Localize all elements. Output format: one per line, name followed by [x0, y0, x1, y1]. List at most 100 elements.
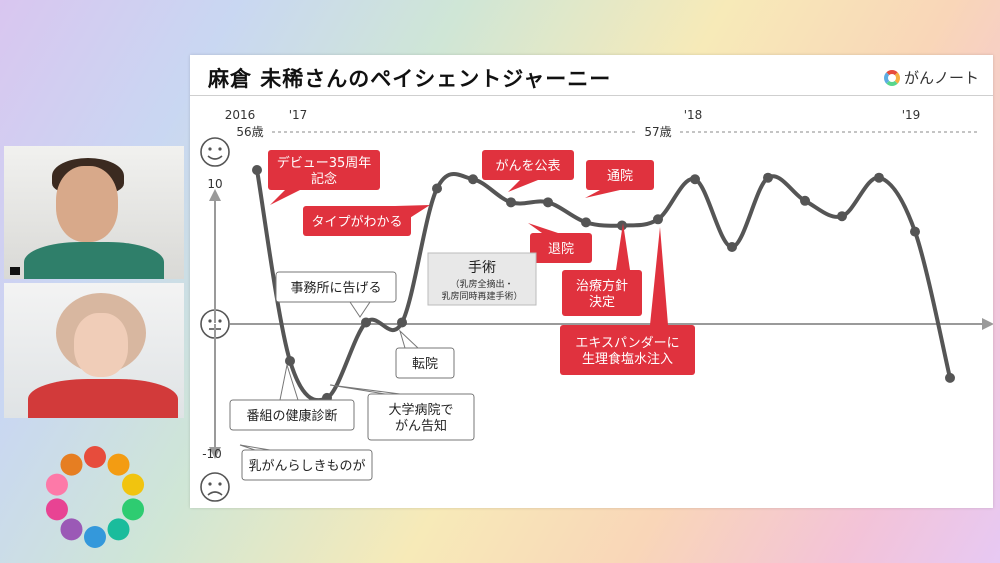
annotation-subtext: 乳房同時再建手術） — [441, 290, 522, 302]
annotation-box — [303, 206, 411, 236]
data-point-10 — [617, 220, 627, 231]
data-point-13 — [727, 242, 737, 252]
annotation-text: 乳がんらしきものが — [248, 459, 365, 474]
annotation-text: 決定 — [589, 295, 615, 310]
ring-dot — [107, 518, 130, 541]
data-point-19 — [945, 372, 955, 383]
annotation-pointer — [279, 364, 299, 401]
annotation-box — [482, 150, 574, 180]
annotation-text: 転院 — [412, 357, 438, 372]
annotation-box-fill — [397, 349, 453, 377]
ring-dot — [122, 498, 145, 521]
x-tick-2016: 2016 — [225, 108, 256, 122]
data-point-1 — [285, 355, 295, 366]
annotation-text: がん告知 — [395, 418, 447, 434]
annotation-text: タイプがわかる — [311, 215, 402, 230]
annotation-4: 退院 — [528, 223, 592, 263]
data-point-3 — [361, 317, 371, 328]
annotation-text: 退院 — [548, 242, 574, 257]
slide: 麻倉 未稀さんのペイシェントジャーニー がんノート — [190, 55, 993, 508]
x-tick-18: '18 — [684, 108, 703, 122]
slide-title: 麻倉 未稀さんのペイシェントジャーニー — [208, 67, 612, 91]
ring-dot — [60, 518, 83, 541]
data-point-14 — [763, 172, 773, 183]
annotation-pointer — [270, 190, 300, 205]
data-point-0 — [252, 165, 262, 175]
annotation-box — [427, 252, 537, 306]
ring-dot — [60, 453, 83, 476]
ring-dot — [84, 526, 106, 548]
annotation-box-fill — [231, 401, 353, 429]
person-face — [56, 166, 118, 242]
annotation-box-fill — [243, 451, 371, 479]
happy-face-icon — [200, 137, 230, 167]
person-shirt — [24, 242, 164, 279]
ring-dot — [107, 453, 130, 476]
annotation-text: 記念 — [311, 171, 337, 187]
ring-dot — [45, 498, 68, 521]
annotation-10: 番組の健康診断 — [229, 364, 355, 431]
age-label-57: 57歳 — [644, 125, 671, 139]
annotation-text: 手術 — [468, 260, 496, 276]
data-point-18 — [910, 226, 920, 237]
annotation-text: 治療方針 — [576, 278, 628, 294]
mic-indicator-icon — [10, 267, 20, 275]
annotation-2: がんを公表 — [482, 150, 574, 192]
annotation-pointer — [585, 190, 620, 198]
annotation-7: 事務所に告げる — [275, 271, 397, 318]
title-divider — [190, 95, 993, 96]
data-point-17 — [874, 172, 884, 183]
brand-name: がんノート — [903, 69, 979, 87]
annotation-text: 番組の健康診断 — [246, 408, 337, 424]
annotation-box — [268, 150, 380, 190]
annotation-pointer — [239, 444, 271, 451]
sad-face-icon — [200, 472, 230, 502]
annotation-subtext: （乳房全摘出・ — [450, 278, 513, 290]
annotation-12: 手術 （乳房全摘出・乳房同時再建手術） — [427, 252, 537, 306]
person-face — [74, 313, 128, 377]
person-shirt — [28, 379, 178, 418]
annotation-text: 事務所に告げる — [290, 281, 381, 296]
annotation-text: 生理食塩水注入 — [582, 351, 673, 367]
annotation-pointer — [349, 301, 371, 318]
annotation-text: がんを公表 — [495, 159, 560, 174]
journey-chart: 10 -10 2016 '17 '18 '19 56歳 57歳 デビュー35周年… — [200, 108, 993, 502]
data-point-12 — [690, 174, 700, 185]
data-point-4 — [397, 317, 407, 328]
brand-logo: がんノート — [883, 67, 979, 88]
annotation-box — [562, 270, 642, 316]
annotation-text: 通院 — [607, 169, 633, 184]
annotation-text: 大学病院で — [388, 402, 453, 418]
data-point-9 — [581, 217, 591, 228]
data-point-16 — [837, 211, 847, 222]
ring-dot — [45, 473, 68, 496]
annotation-text: デビュー35周年 — [277, 155, 372, 171]
x-tick-17: '17 — [289, 108, 308, 122]
annotation-pointer — [398, 329, 420, 349]
annotation-box — [530, 233, 592, 263]
video-tile-guest[interactable] — [4, 283, 184, 418]
annotation-box-fill — [369, 395, 473, 439]
data-point-5 — [432, 183, 442, 194]
annotation-box — [586, 160, 654, 190]
data-point-11 — [653, 214, 663, 225]
ring-dot — [122, 473, 145, 496]
age-label-56: 56歳 — [236, 125, 263, 139]
video-tile-host[interactable] — [4, 146, 184, 279]
ring-dot — [84, 446, 106, 468]
annotation-1: タイプがわかる — [303, 205, 430, 236]
brand-ring-icon — [883, 69, 900, 86]
annotation-box — [560, 325, 695, 375]
annotation-pointer — [329, 384, 401, 395]
data-point-15 — [800, 195, 810, 206]
annotation-3: 通院 — [585, 160, 654, 198]
ring-logo-icon — [45, 446, 145, 548]
annotation-box-fill — [277, 273, 395, 301]
annotation-pointer — [616, 223, 630, 270]
annotation-pointer — [650, 227, 668, 325]
x-tick-19: '19 — [902, 108, 921, 122]
